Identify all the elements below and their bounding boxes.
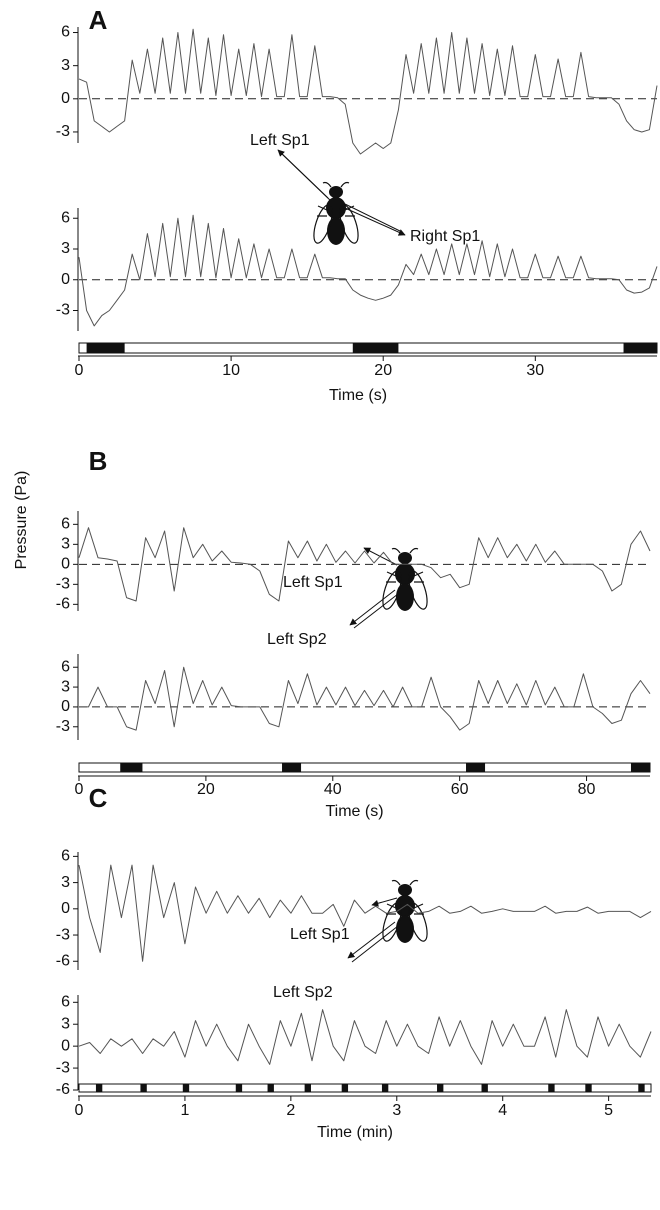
y-tick-label: 3 — [61, 678, 70, 695]
y-tick-label: 6 — [61, 658, 70, 675]
dark-period — [548, 1084, 555, 1092]
y-tick-label: -3 — [56, 123, 70, 140]
y-tick-label: 0 — [61, 90, 70, 107]
x-tick-label: 20 — [197, 781, 215, 798]
x-tick-label: 80 — [578, 781, 596, 798]
y-tick-label: -3 — [56, 1059, 70, 1076]
panel-label: C — [89, 783, 108, 813]
x-axis-label: Time (min) — [317, 1124, 393, 1141]
y-tick-label: -6 — [56, 1081, 70, 1098]
pressure-trace — [78, 864, 652, 962]
y-tick-label: 3 — [61, 57, 70, 74]
annotation: Left Sp1 — [250, 132, 310, 149]
dark-period — [86, 343, 125, 353]
dark-period — [381, 1084, 389, 1092]
pressure-trace — [78, 527, 651, 602]
y-tick-label: 0 — [61, 900, 70, 917]
dark-period — [282, 763, 302, 772]
y-tick-label: -6 — [56, 952, 70, 969]
y-tick-label: -3 — [56, 576, 70, 593]
y-tick-label: 6 — [61, 994, 70, 1011]
y-tick-label: 3 — [61, 1015, 70, 1032]
x-tick-label: 2 — [286, 1102, 295, 1119]
x-axis-label: Time (s) — [329, 387, 387, 404]
light-timeline — [78, 1083, 652, 1093]
y-axis-label: Pressure (Pa) — [13, 471, 30, 570]
pressure-trace — [78, 1009, 652, 1065]
annotation: Left Sp2 — [267, 631, 327, 648]
y-tick-label: -3 — [56, 718, 70, 735]
x-tick-label: 20 — [374, 362, 392, 379]
y-tick-label: 0 — [61, 1037, 70, 1054]
y-tick-label: 0 — [61, 556, 70, 573]
dark-period — [182, 1084, 190, 1092]
dark-period — [623, 343, 657, 353]
x-tick-label: 5 — [604, 1102, 613, 1119]
fly-c — [347, 879, 432, 963]
y-tick-label: -6 — [56, 596, 70, 613]
panel-label: A — [89, 5, 108, 35]
y-tick-label: 0 — [61, 271, 70, 288]
x-tick-label: 60 — [451, 781, 469, 798]
dark-period — [466, 763, 486, 772]
x-tick-label: 10 — [222, 362, 240, 379]
x-tick-label: 0 — [75, 781, 84, 798]
annotation: Right Sp1 — [410, 228, 480, 245]
pressure-trace — [78, 28, 658, 155]
y-tick-label: 3 — [61, 240, 70, 257]
y-tick-label: 3 — [61, 536, 70, 553]
x-axis-label: Time (s) — [325, 803, 383, 820]
y-tick-label: 6 — [61, 24, 70, 41]
fly-b — [349, 547, 432, 629]
dark-period — [585, 1084, 592, 1092]
dark-period — [95, 1084, 103, 1092]
annotation: Left Sp1 — [290, 926, 350, 943]
dark-period — [235, 1084, 243, 1092]
fly-a — [277, 149, 406, 246]
dark-period — [267, 1084, 274, 1092]
dark-period — [630, 763, 650, 772]
dark-period — [120, 763, 143, 772]
y-tick-label: -3 — [56, 926, 70, 943]
x-tick-label: 40 — [324, 781, 342, 798]
pressure-trace — [79, 666, 651, 731]
x-tick-label: 30 — [526, 362, 544, 379]
x-tick-label: 4 — [498, 1102, 507, 1119]
dark-period — [481, 1084, 488, 1092]
dark-period — [140, 1084, 147, 1092]
dark-period — [638, 1084, 645, 1092]
panel-label: B — [89, 446, 108, 476]
dark-period — [304, 1084, 311, 1092]
y-tick-label: 6 — [61, 848, 70, 865]
y-tick-label: 6 — [61, 209, 70, 226]
x-tick-label: 3 — [392, 1102, 401, 1119]
y-tick-label: 3 — [61, 874, 70, 891]
pressure-trace — [78, 214, 658, 327]
dark-period — [437, 1084, 444, 1092]
annotation: Left Sp2 — [273, 984, 333, 1001]
x-tick-label: 0 — [75, 362, 84, 379]
y-tick-label: 0 — [61, 698, 70, 715]
dark-period — [341, 1084, 349, 1092]
annotation: Left Sp1 — [283, 574, 343, 591]
y-tick-label: 6 — [61, 516, 70, 533]
y-tick-label: -3 — [56, 302, 70, 319]
x-tick-label: 1 — [180, 1102, 189, 1119]
x-tick-label: 0 — [75, 1102, 84, 1119]
light-timeline — [78, 762, 651, 773]
dark-period — [352, 343, 399, 353]
